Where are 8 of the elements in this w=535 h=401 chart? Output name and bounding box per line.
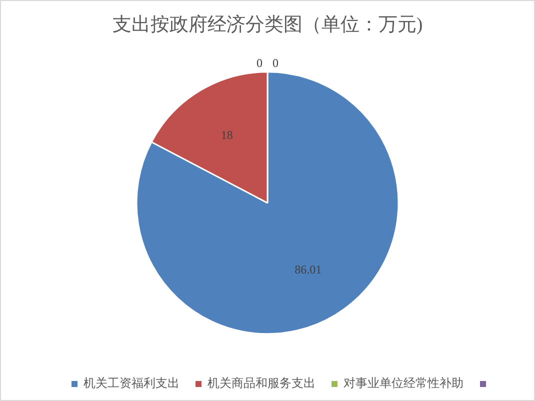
legend-label: 机关商品和服务支出	[208, 376, 316, 390]
text: 0	[272, 56, 278, 70]
legend-label: 对事业单位经常性补助	[344, 376, 464, 390]
data-label: 86.01	[294, 262, 322, 276]
legend-label: 机关工资福利支出	[84, 376, 180, 390]
data-label: 18	[220, 128, 233, 142]
chart-title: 支出按政府经济分类图（单位：万元)	[112, 13, 423, 36]
text: 0	[256, 56, 262, 70]
